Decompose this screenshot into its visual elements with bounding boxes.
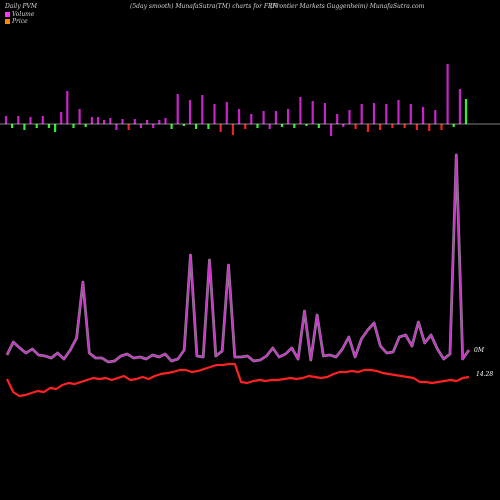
pvm-bar [47,124,50,128]
pvm-bar [330,124,333,136]
pvm-bar [391,124,394,128]
header-right: (Frontier Markets Guggenheim) MunafaSutr… [270,3,425,10]
pvm-bar [139,124,142,128]
volume-line [6,154,470,363]
pvm-bar [336,114,339,124]
pvm-bar [280,124,284,127]
price-line [6,362,470,398]
pvm-bar [446,64,449,124]
pvm-bar [366,124,369,132]
pvm-bar [170,124,173,129]
pvm-bar [360,104,363,124]
pvm-bar [244,124,247,129]
pvm-bar [158,120,161,124]
pvm-bar [317,124,320,128]
pvm-bar [115,124,118,130]
pvm-bar [176,94,179,124]
header-left: Daily PVM [5,3,38,10]
legend-price-label: Price [12,18,28,25]
pvm-bar [256,124,259,128]
pvm-bar [35,124,38,128]
pvm-bar [23,124,26,130]
pvm-bar [409,104,412,124]
price-volume-lines [5,153,471,398]
pvm-bar [287,109,290,124]
pvm-bar [17,116,20,124]
pvm-bar [84,124,87,127]
pvm-bar [428,124,431,131]
pvm-bar [372,103,376,124]
legend-price-swatch [5,19,10,24]
volume-bars [4,64,468,136]
pvm-bar [60,112,63,124]
volume-end-label: 0M [474,347,484,354]
legend-volume: Volume [5,11,34,18]
pvm-bar [274,111,277,124]
pvm-bar [422,107,425,124]
pvm-bar [188,100,192,124]
pvm-bar [225,102,228,124]
pvm-bar [397,100,400,124]
pvm-bar [452,124,455,127]
pvm-bar [415,124,418,130]
pvm-bar [11,124,14,128]
pvm-bar [354,124,357,129]
pvm-bar [66,91,69,124]
pvm-bar [305,124,308,126]
price-end-label: 14.28 [476,371,494,378]
pvm-bar [207,124,210,129]
pvm-bar [103,120,106,124]
pvm-bar [164,118,167,124]
pvm-bar [434,110,437,124]
pvm-bar [293,124,296,128]
pvm-bar [72,124,75,128]
pvm-bar [385,104,388,124]
pvm-bar [238,109,241,124]
pvm-bar [4,116,8,124]
pvm-bar [29,117,32,124]
pvm-bar [109,118,112,124]
legend-price: Price [5,18,28,25]
pvm-bar [268,124,271,129]
pvm-bar [262,111,265,124]
pvm-bar [299,97,302,124]
pvm-bar [379,124,382,130]
pvm-bar [213,104,216,124]
legend-volume-label: Volume [12,11,35,18]
pvm-bar [152,124,155,128]
pvm-bar [54,124,57,132]
pvm-bar [195,124,198,129]
pvm-bar [231,124,234,135]
pvm-bar [323,103,326,124]
pvm-bar [403,124,406,128]
pvm-bar [464,99,468,124]
pvm-bar [127,124,130,130]
pvm-bar [78,109,81,124]
pvm-bar [219,124,222,132]
pvm-bar [342,124,345,127]
volume-line-glow [5,153,471,364]
pvm-bar [348,110,351,124]
legend-volume-swatch [5,12,10,17]
pvm-bar [201,95,204,124]
pvm-bar [182,124,185,126]
pvm-bar [133,119,136,124]
pvm-bar [146,120,149,124]
pvm-bar [41,116,44,124]
pvm-bar [90,117,93,124]
pvm-bar [458,89,461,124]
header-middle: (5day smooth) MunafaSutra(TM) charts for… [130,3,278,10]
pvm-bar [311,101,314,124]
pvm-bar [250,114,253,124]
pvm-bar [121,119,124,124]
pvm-bar [96,117,100,124]
pvm-bar [440,124,443,130]
